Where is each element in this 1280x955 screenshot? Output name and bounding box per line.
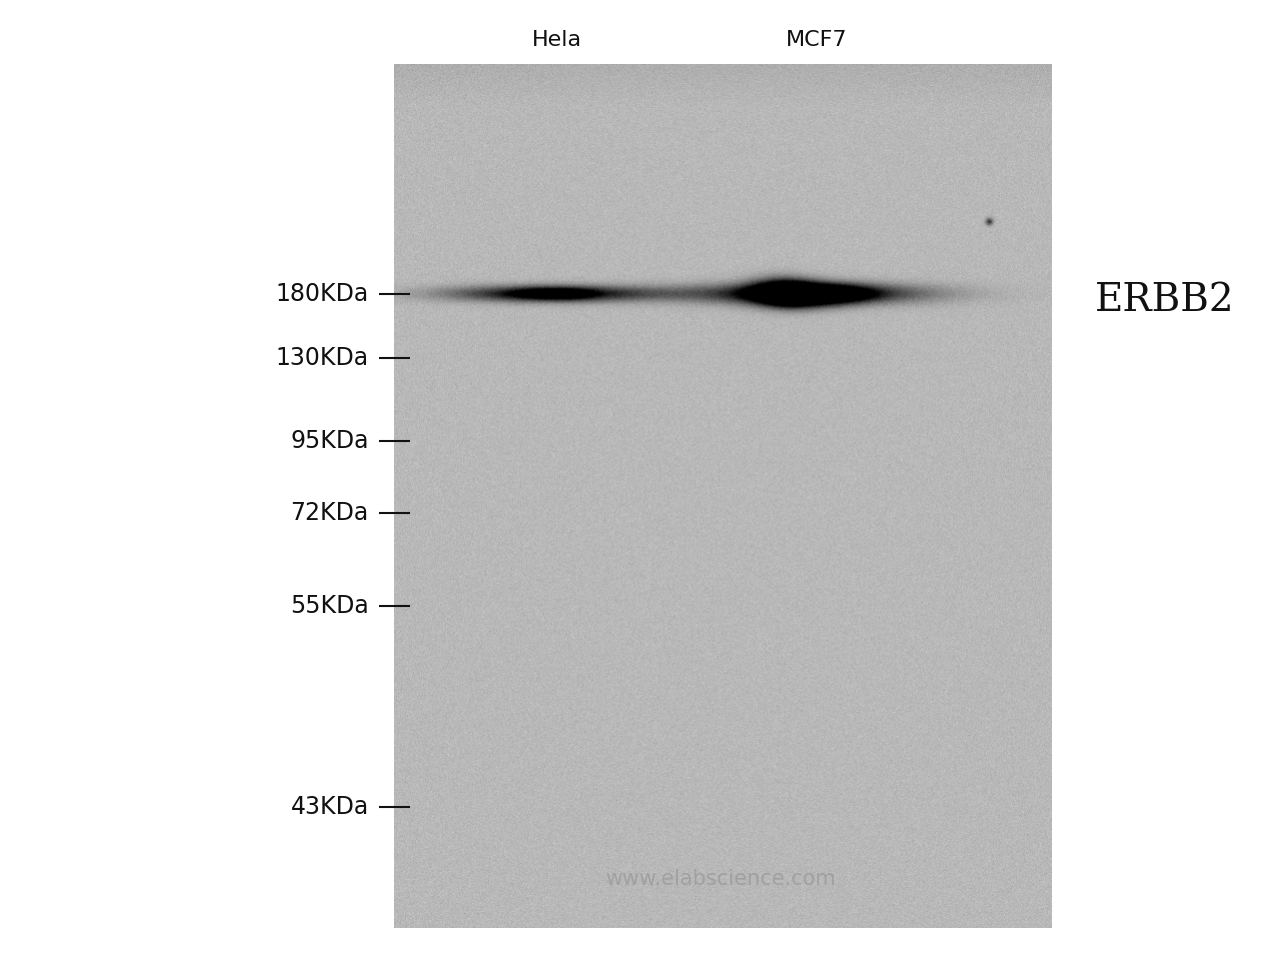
- Text: ERBB2: ERBB2: [1094, 283, 1234, 319]
- Text: 43KDa: 43KDa: [291, 795, 369, 819]
- Text: 95KDa: 95KDa: [291, 429, 369, 454]
- Text: 180KDa: 180KDa: [275, 282, 369, 307]
- Text: 130KDa: 130KDa: [275, 346, 369, 371]
- Text: Hela: Hela: [531, 30, 582, 50]
- Text: 55KDa: 55KDa: [289, 594, 369, 619]
- Text: 72KDa: 72KDa: [291, 500, 369, 525]
- Text: MCF7: MCF7: [786, 30, 847, 50]
- Text: www.elabscience.com: www.elabscience.com: [605, 869, 836, 888]
